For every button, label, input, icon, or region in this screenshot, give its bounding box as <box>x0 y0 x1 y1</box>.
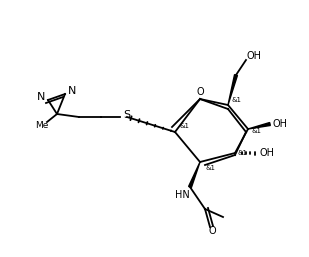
Text: S: S <box>123 110 131 120</box>
Text: Me: Me <box>35 122 49 131</box>
Text: &1: &1 <box>238 150 248 156</box>
Text: OH: OH <box>273 119 287 129</box>
Text: O: O <box>208 226 216 236</box>
Text: &1: &1 <box>205 165 215 171</box>
Text: N: N <box>68 86 76 96</box>
Text: OH: OH <box>260 148 274 158</box>
Text: &1: &1 <box>251 128 261 134</box>
Text: &1: &1 <box>231 97 241 103</box>
Text: O: O <box>196 87 204 97</box>
Text: &1: &1 <box>180 123 190 129</box>
Text: HN: HN <box>175 190 189 200</box>
Polygon shape <box>188 162 200 188</box>
Text: OH: OH <box>247 51 261 61</box>
Polygon shape <box>228 75 237 105</box>
Polygon shape <box>248 123 270 129</box>
Text: N: N <box>37 92 45 102</box>
